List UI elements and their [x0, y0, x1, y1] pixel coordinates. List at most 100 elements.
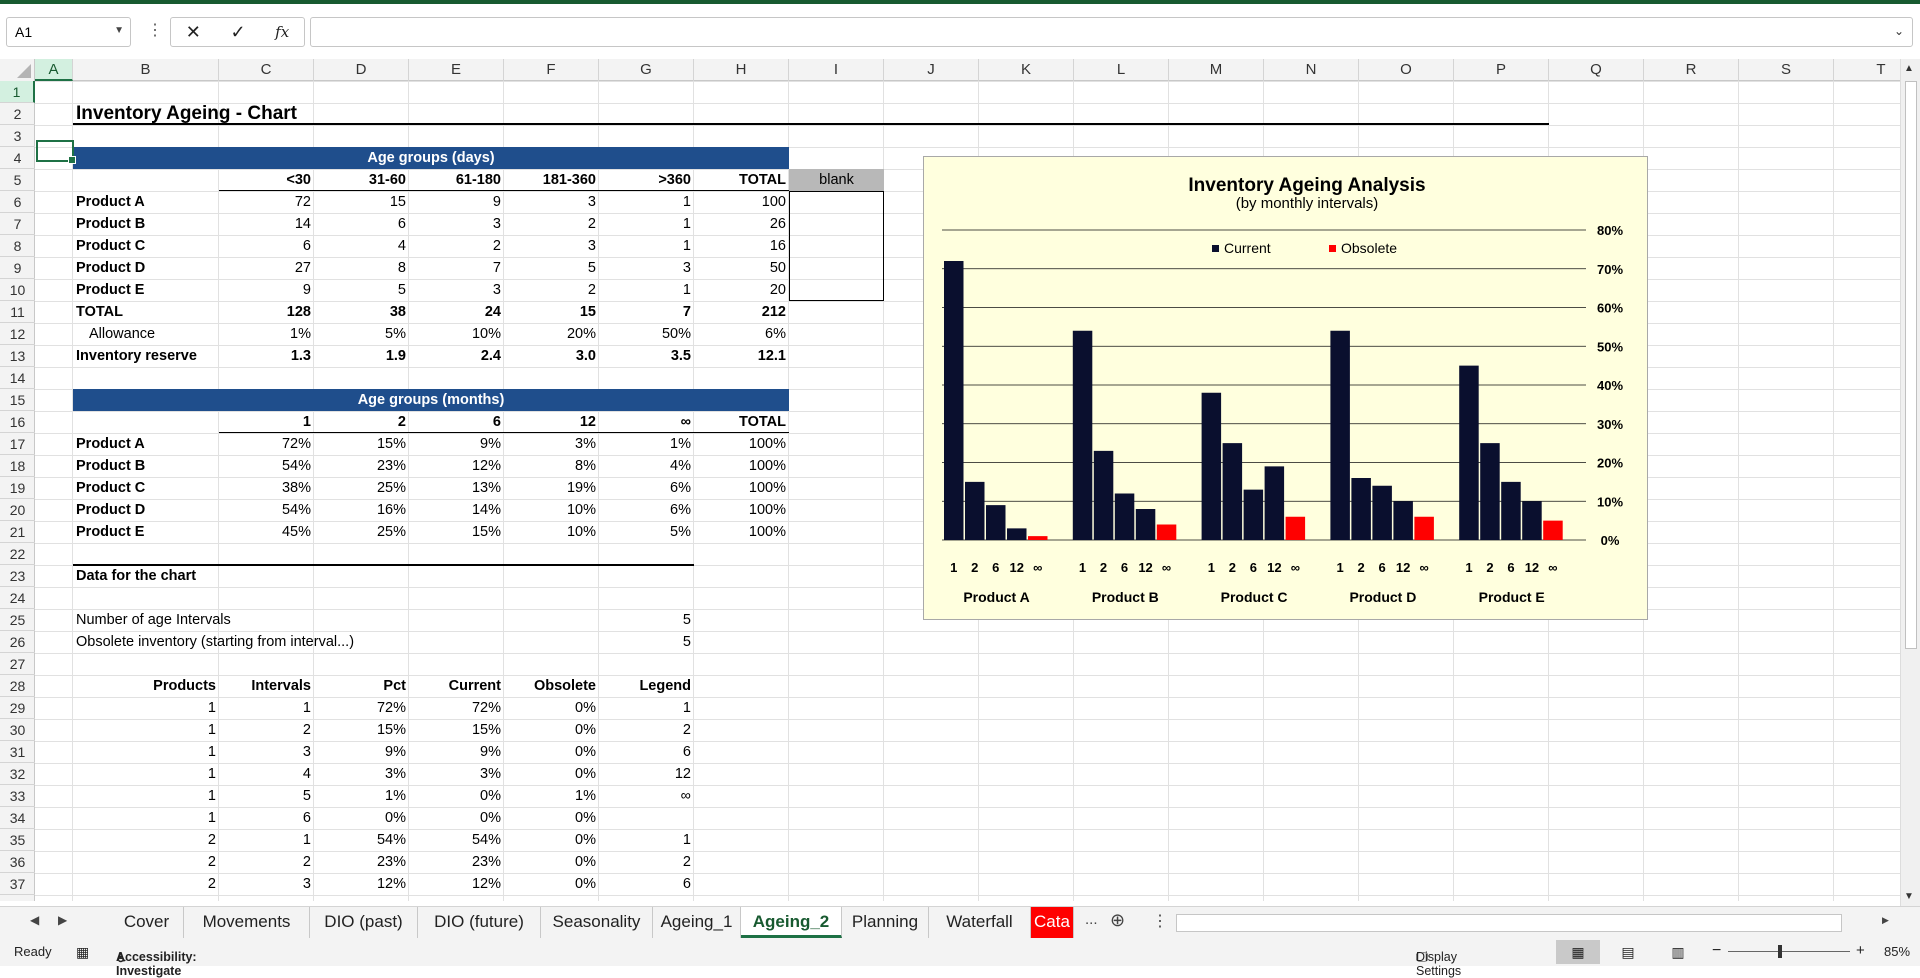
tab-cata[interactable]: Cata — [1031, 907, 1074, 938]
column-header-k[interactable]: K — [979, 59, 1074, 81]
product-label[interactable]: Product B — [76, 216, 146, 232]
table-value[interactable]: 0% — [480, 810, 501, 826]
days-value[interactable]: 4 — [397, 238, 406, 254]
table-value[interactable]: 2 — [207, 832, 216, 848]
bar-current-2-3[interactable] — [1114, 493, 1135, 541]
bar-current-5-1[interactable] — [1459, 365, 1479, 540]
days-value[interactable]: 3 — [587, 194, 596, 210]
days-value[interactable]: 50 — [769, 260, 786, 276]
reserve-value[interactable]: 3.0 — [575, 348, 596, 364]
months-header[interactable]: 1 — [302, 414, 311, 430]
obsolete-label[interactable]: Obsolete inventory (starting from interv… — [76, 634, 355, 650]
table-value[interactable]: 6 — [302, 810, 311, 826]
table-value[interactable]: 1 — [682, 832, 691, 848]
table-value[interactable]: 0% — [575, 766, 596, 782]
months-value[interactable]: 15% — [376, 436, 406, 452]
allowance-value[interactable]: 6% — [765, 326, 786, 342]
months-value[interactable]: 100% — [748, 458, 786, 474]
months-value[interactable]: 6% — [670, 480, 691, 496]
months-value[interactable]: 15% — [471, 524, 501, 540]
tab-movements[interactable]: Movements — [184, 907, 310, 938]
bar-current-1-4[interactable] — [1007, 528, 1027, 540]
days-value[interactable]: 1 — [682, 194, 691, 210]
months-value[interactable]: 14% — [471, 502, 501, 518]
days-value[interactable]: 5 — [397, 282, 406, 298]
add-sheet-icon[interactable]: ⊕ — [1110, 910, 1126, 930]
product-label[interactable]: Product E — [76, 524, 145, 540]
table-value[interactable]: 1 — [207, 722, 216, 738]
tab-cover[interactable]: Cover — [110, 907, 184, 938]
allowance-value[interactable]: 5% — [385, 326, 406, 342]
allowance-value[interactable]: 50% — [661, 326, 691, 342]
row-header-22[interactable]: 22 — [0, 543, 35, 565]
bar-obsolete-2-5[interactable] — [1156, 524, 1177, 541]
table-value[interactable]: 1 — [207, 788, 216, 804]
row-header-3[interactable]: 3 — [0, 125, 35, 147]
bar-current-1-2[interactable] — [965, 481, 985, 540]
bar-current-4-3[interactable] — [1372, 485, 1392, 540]
months-value[interactable]: 72% — [281, 436, 311, 452]
bar-current-5-4[interactable] — [1522, 501, 1542, 540]
column-header-s[interactable]: S — [1739, 59, 1834, 81]
data-label[interactable]: Data for the chart — [76, 568, 197, 584]
months-header[interactable]: ∞ — [680, 414, 691, 430]
table-value[interactable]: 2 — [682, 854, 691, 870]
table-value[interactable]: 0% — [385, 810, 406, 826]
bar-current-2-2[interactable] — [1093, 450, 1114, 540]
row-header-4[interactable]: 4 — [0, 147, 35, 169]
table-value[interactable]: 0% — [575, 854, 596, 870]
obsolete-value[interactable]: 5 — [682, 634, 691, 650]
months-value[interactable]: 19% — [566, 480, 596, 496]
days-value[interactable]: 72 — [294, 194, 311, 210]
days-header[interactable]: 61-180 — [455, 172, 501, 188]
table-value[interactable]: 9% — [480, 744, 501, 760]
column-header-t[interactable]: T — [1834, 59, 1920, 81]
more-icon[interactable]: ⋮ — [1152, 913, 1168, 930]
table-value[interactable]: 9% — [385, 744, 406, 760]
product-label[interactable]: Product D — [76, 502, 146, 518]
active-cell[interactable] — [36, 140, 76, 164]
months-value[interactable]: 10% — [566, 502, 596, 518]
table-value[interactable]: 1 — [207, 700, 216, 716]
row-header-15[interactable]: 15 — [0, 389, 35, 411]
days-value[interactable]: 16 — [769, 238, 786, 254]
table-value[interactable]: 12% — [471, 876, 501, 892]
days-value[interactable]: 3 — [492, 216, 501, 232]
bar-current-3-1[interactable] — [1201, 392, 1222, 540]
table-value[interactable]: 3% — [385, 766, 406, 782]
months-value[interactable]: 23% — [376, 458, 406, 474]
row-header-37[interactable]: 37 — [0, 873, 35, 895]
chevron-down-icon[interactable]: ▼ — [114, 25, 124, 36]
table-value[interactable]: 1 — [682, 700, 691, 716]
row-header-21[interactable]: 21 — [0, 521, 35, 543]
product-label[interactable]: Product A — [76, 436, 145, 452]
table-value[interactable]: 1% — [575, 788, 596, 804]
table-value[interactable]: 0% — [480, 788, 501, 804]
tab-dio-past-[interactable]: DIO (past) — [310, 907, 418, 938]
days-value[interactable]: 3 — [492, 282, 501, 298]
row-header-19[interactable]: 19 — [0, 477, 35, 499]
days-value[interactable]: 26 — [769, 216, 786, 232]
column-header-p[interactable]: P — [1454, 59, 1549, 81]
allowance-label[interactable]: Allowance — [89, 326, 156, 342]
table-value[interactable]: 0% — [575, 876, 596, 892]
days-value[interactable]: 3 — [587, 238, 596, 254]
total-value[interactable]: 38 — [389, 304, 406, 320]
bar-current-4-4[interactable] — [1393, 501, 1413, 540]
page-layout-view-button[interactable]: ▤ — [1621, 944, 1635, 960]
days-value[interactable]: 27 — [294, 260, 311, 276]
product-label[interactable]: Product C — [76, 238, 146, 254]
total-value[interactable]: 212 — [761, 304, 786, 320]
page-break-view-button[interactable]: ▥ — [1671, 944, 1685, 960]
vertical-scrollbar[interactable]: ▲ ▼ — [1900, 59, 1920, 906]
bar-current-3-4[interactable] — [1264, 466, 1285, 540]
days-value[interactable]: 7 — [492, 260, 501, 276]
bar-current-4-2[interactable] — [1351, 478, 1371, 540]
column-header-m[interactable]: M — [1169, 59, 1264, 81]
tab-next-icon[interactable]: ▶ — [58, 913, 68, 927]
bar-current-1-3[interactable] — [986, 505, 1006, 540]
column-header-a[interactable]: A — [35, 59, 73, 81]
tab-dio-future-[interactable]: DIO (future) — [418, 907, 541, 938]
months-value[interactable]: 54% — [281, 502, 311, 518]
days-value[interactable]: 100 — [761, 194, 786, 210]
